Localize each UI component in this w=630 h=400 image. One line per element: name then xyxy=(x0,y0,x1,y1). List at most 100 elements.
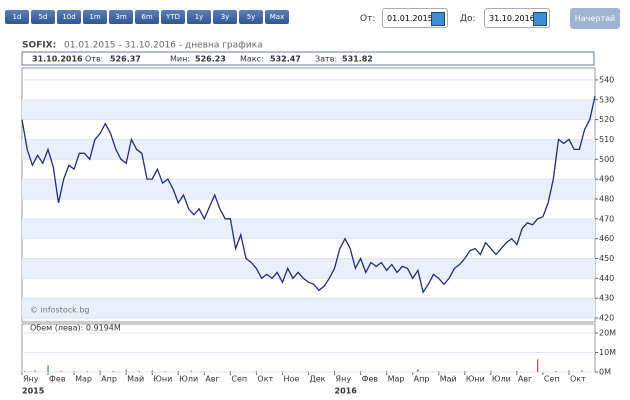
y-tick-label: 430 xyxy=(599,294,614,303)
info-value: 526.37 xyxy=(110,55,141,64)
from-label: От: xyxy=(360,14,376,24)
watermark: © infostock.bg xyxy=(30,306,89,315)
range-button[interactable]: Max xyxy=(265,10,289,24)
volume-bar xyxy=(516,371,518,372)
info-label: Макс: xyxy=(240,55,264,64)
x-tick-label: Авг xyxy=(205,375,219,384)
volume-bar xyxy=(203,371,205,372)
info-label: Отв: xyxy=(85,55,103,64)
year-label: 2015 xyxy=(22,387,45,396)
volume-bar xyxy=(24,371,26,372)
grid-band xyxy=(22,139,595,160)
subtitle: 01.01.2015 - 31.10.2016 - дневна графика xyxy=(64,41,263,51)
x-tick-label: Юни xyxy=(466,375,485,384)
range-button[interactable]: 6m xyxy=(135,10,159,24)
volume-bar xyxy=(490,370,492,372)
y-tick-label: 490 xyxy=(599,175,614,184)
plot-area xyxy=(21,323,596,373)
y-tick-label: 540 xyxy=(599,75,614,84)
range-button[interactable]: 3y xyxy=(213,10,237,24)
x-tick-label: Окт xyxy=(570,375,586,384)
volume-bar xyxy=(151,370,153,372)
range-button[interactable]: 10d xyxy=(57,10,81,24)
y-tick-label: 510 xyxy=(599,135,614,144)
volume-bar xyxy=(386,371,388,372)
x-tick-label: Юли xyxy=(492,375,511,384)
x-tick-label: Яну xyxy=(336,375,352,384)
y-tick-label: 440 xyxy=(599,274,614,283)
volume-bar xyxy=(438,371,440,372)
symbol: SOFIX: xyxy=(22,41,56,51)
info-label: Мин: xyxy=(170,55,190,64)
grid-band xyxy=(22,179,595,199)
volume-bar xyxy=(581,370,583,372)
volume-bar xyxy=(255,371,258,372)
volume-bar xyxy=(333,370,336,372)
x-tick-label: Ное xyxy=(283,375,299,384)
x-tick-label: Май xyxy=(127,375,144,384)
volume-bar xyxy=(464,371,466,372)
range-button[interactable]: 3m xyxy=(109,10,133,24)
x-tick-label: Яну xyxy=(23,375,39,384)
range-button[interactable]: 5y xyxy=(239,10,263,24)
x-tick-label: Дек xyxy=(310,375,326,384)
y-tick-label: 520 xyxy=(599,115,614,124)
volume-bar xyxy=(177,371,179,372)
calendar-icon[interactable] xyxy=(533,12,547,26)
range-button[interactable]: 1m xyxy=(83,10,107,24)
submit-button[interactable]: Начертай xyxy=(570,8,620,29)
y-tick-label: 20M xyxy=(599,328,616,337)
info-value: 532.47 xyxy=(270,55,301,64)
x-tick-label: Авг xyxy=(518,375,532,384)
volume-bar xyxy=(568,370,570,372)
y-tick-label: 470 xyxy=(599,214,614,223)
grid-band xyxy=(22,218,595,239)
x-tick-label: Юни xyxy=(153,375,172,384)
volume-bar xyxy=(537,359,539,372)
volume-bar xyxy=(60,370,62,372)
x-tick-label: Юли xyxy=(179,375,198,384)
x-tick-label: Окт xyxy=(257,375,273,384)
volume-bar xyxy=(47,365,49,372)
range-button[interactable]: 5d xyxy=(31,10,55,24)
toolbar: От: 01.01.2015 До: 31.10.2016 Начертай 1… xyxy=(0,0,630,36)
x-tick-label: Май xyxy=(440,375,457,384)
x-tick-label: Мар xyxy=(75,375,92,384)
y-tick-label: 460 xyxy=(599,234,614,243)
y-tick-label: 10M xyxy=(599,348,616,357)
x-tick-label: Апр xyxy=(101,375,117,384)
volume-bar xyxy=(112,371,114,372)
volume-bar xyxy=(99,370,101,372)
y-tick-label: 530 xyxy=(599,95,614,104)
from-input[interactable]: 01.01.2015 xyxy=(382,8,448,28)
volume-bar xyxy=(555,371,557,372)
volume-label: Обем (лева): 0.9194M xyxy=(30,324,121,333)
volume-bar xyxy=(138,370,140,372)
calendar-icon[interactable] xyxy=(431,12,445,26)
x-tick-label: Сеп xyxy=(544,375,560,384)
year-label: 2016 xyxy=(335,387,358,396)
x-tick-label: Фев xyxy=(362,375,379,384)
info-date: 31.10.2016 xyxy=(32,55,83,64)
y-tick-label: 420 xyxy=(599,314,614,323)
y-tick-label: 480 xyxy=(599,194,614,203)
grid-band xyxy=(22,258,595,279)
info-value: 526.23 xyxy=(195,55,226,64)
volume-bar xyxy=(190,370,192,372)
info-value: 531.82 xyxy=(342,55,373,64)
range-button[interactable]: 1y xyxy=(187,10,211,24)
y-tick-label: 500 xyxy=(599,155,614,164)
grid-band xyxy=(22,99,595,120)
volume-bar xyxy=(229,371,231,372)
range-button[interactable]: YTD xyxy=(161,10,185,24)
grid-band xyxy=(22,298,595,319)
range-button[interactable]: 1d xyxy=(5,10,29,24)
to-input[interactable]: 31.10.2016 xyxy=(484,8,550,28)
info-label: Затв: xyxy=(315,55,337,64)
volume-bar xyxy=(34,370,36,372)
volume-bar xyxy=(86,371,88,372)
volume-bar xyxy=(307,371,310,372)
volume-bar xyxy=(359,371,362,372)
